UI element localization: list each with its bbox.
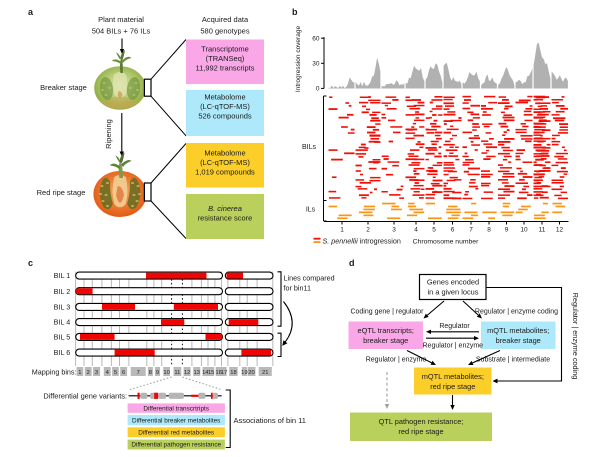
svg-text:B. cinerea: B. cinerea bbox=[208, 204, 242, 213]
svg-text:for bin11: for bin11 bbox=[284, 284, 311, 293]
svg-text:Red ripe stage: Red ripe stage bbox=[37, 188, 86, 197]
svg-text:QTL pathogen resistance;: QTL pathogen resistance; bbox=[379, 417, 464, 426]
svg-text:1: 1 bbox=[340, 227, 344, 234]
svg-text:Differential transcrtripts: Differential transcrtripts bbox=[143, 405, 209, 412]
svg-text:Lines compared: Lines compared bbox=[284, 274, 335, 283]
svg-text:ILs: ILs bbox=[306, 207, 316, 214]
svg-text:Substrate | intermediate: Substrate | intermediate bbox=[476, 357, 550, 364]
svg-text:resistance score: resistance score bbox=[198, 214, 253, 223]
svg-text:5: 5 bbox=[432, 227, 436, 234]
svg-text:Differential pathogen resistan: Differential pathogen resistance bbox=[131, 442, 221, 449]
svg-text:4: 4 bbox=[106, 370, 110, 376]
svg-text:b: b bbox=[292, 7, 298, 17]
svg-text:BIL 1: BIL 1 bbox=[54, 271, 71, 280]
svg-text:S. pennellii introgression: S. pennellii introgression bbox=[323, 237, 401, 246]
svg-text:Transcriptome: Transcriptome bbox=[201, 45, 249, 54]
svg-text:mQTL metabolites;: mQTL metabolites; bbox=[487, 326, 549, 335]
svg-text:Mapping bins:: Mapping bins: bbox=[32, 367, 77, 376]
svg-text:(LC-qTOF-MS): (LC-qTOF-MS) bbox=[200, 102, 250, 111]
svg-text:8: 8 bbox=[487, 227, 491, 234]
svg-text:in a given locus: in a given locus bbox=[428, 288, 479, 297]
svg-text:Regulator | enzyme coding: Regulator | enzyme coding bbox=[475, 309, 558, 316]
svg-text:7: 7 bbox=[469, 227, 473, 234]
svg-text:BILs: BILs bbox=[302, 144, 317, 151]
svg-text:6: 6 bbox=[122, 370, 125, 376]
svg-text:15: 15 bbox=[208, 370, 214, 376]
svg-text:10: 10 bbox=[163, 370, 169, 376]
svg-text:12: 12 bbox=[184, 370, 190, 376]
svg-text:Coding gene | regulator: Coding gene | regulator bbox=[350, 309, 424, 316]
svg-text:Regulator | enzyme coding: Regulator | enzyme coding bbox=[571, 293, 580, 380]
svg-text:0: 0 bbox=[316, 86, 320, 93]
svg-text:BIL 4: BIL 4 bbox=[54, 318, 71, 327]
svg-text:Differential red metabolites: Differential red metabolites bbox=[138, 429, 214, 436]
svg-text:504 BILs + 76 ILs: 504 BILs + 76 ILs bbox=[92, 27, 151, 36]
svg-text:21: 21 bbox=[262, 370, 268, 376]
svg-text:11,992 transcripts: 11,992 transcripts bbox=[195, 64, 254, 73]
svg-text:(LC-qTOF-MS): (LC-qTOF-MS) bbox=[200, 158, 250, 167]
svg-text:Introgression coverage: Introgression coverage bbox=[295, 26, 302, 93]
svg-text:Associations of bin 11: Associations of bin 11 bbox=[234, 416, 306, 425]
svg-text:9: 9 bbox=[156, 370, 159, 376]
svg-text:Acquired data: Acquired data bbox=[202, 15, 249, 24]
svg-text:4: 4 bbox=[414, 227, 418, 234]
svg-text:(TRANSeq): (TRANSeq) bbox=[206, 54, 245, 63]
svg-text:Regulator | enzyme: Regulator | enzyme bbox=[423, 343, 484, 350]
svg-text:breaker stage: breaker stage bbox=[363, 336, 408, 345]
svg-text:7: 7 bbox=[137, 370, 140, 376]
svg-text:BIL 5: BIL 5 bbox=[54, 333, 71, 342]
svg-text:60: 60 bbox=[312, 36, 320, 43]
svg-text:a: a bbox=[28, 7, 34, 17]
svg-text:breaker stage: breaker stage bbox=[496, 336, 541, 345]
svg-text:2: 2 bbox=[366, 227, 370, 234]
svg-text:3: 3 bbox=[95, 370, 98, 376]
svg-text:6: 6 bbox=[451, 227, 455, 234]
svg-text:2: 2 bbox=[87, 370, 90, 376]
svg-text:10: 10 bbox=[520, 227, 528, 234]
svg-text:9: 9 bbox=[505, 227, 509, 234]
svg-text:Genes encoded: Genes encoded bbox=[427, 278, 479, 287]
svg-text:16: 16 bbox=[215, 370, 221, 376]
svg-text:18: 18 bbox=[230, 370, 236, 376]
svg-text:526 compounds: 526 compounds bbox=[198, 112, 252, 121]
svg-text:eQTL transcripts;: eQTL transcripts; bbox=[357, 326, 413, 335]
svg-text:17: 17 bbox=[221, 370, 227, 376]
svg-text:1,019 compounds: 1,019 compounds bbox=[195, 168, 255, 177]
svg-text:Metabolome: Metabolome bbox=[204, 149, 245, 158]
svg-text:Metabolome: Metabolome bbox=[204, 93, 245, 102]
svg-text:d: d bbox=[349, 258, 355, 268]
svg-text:BIL 2: BIL 2 bbox=[54, 287, 71, 296]
svg-text:20: 20 bbox=[248, 370, 254, 376]
svg-text:red ripe stage: red ripe stage bbox=[430, 382, 475, 391]
svg-text:12: 12 bbox=[556, 227, 564, 234]
svg-text:3: 3 bbox=[392, 227, 396, 234]
svg-text:13: 13 bbox=[194, 370, 200, 376]
svg-text:BIL 6: BIL 6 bbox=[54, 348, 71, 357]
svg-text:580 genotypes: 580 genotypes bbox=[200, 27, 249, 36]
svg-text:14: 14 bbox=[202, 370, 209, 376]
svg-text:30: 30 bbox=[312, 61, 320, 68]
svg-text:11: 11 bbox=[174, 370, 180, 376]
svg-text:11: 11 bbox=[539, 227, 546, 234]
svg-text:c: c bbox=[28, 258, 33, 268]
svg-text:Differential breaker metabolit: Differential breaker metabolites bbox=[132, 417, 220, 424]
svg-text:Differential gene variants:: Differential gene variants: bbox=[43, 391, 127, 400]
svg-text:red ripe stage: red ripe stage bbox=[398, 427, 443, 436]
svg-text:19: 19 bbox=[241, 370, 247, 376]
svg-text:Regulator: Regulator bbox=[439, 323, 470, 330]
svg-text:Ripening: Ripening bbox=[104, 119, 113, 149]
svg-text:5: 5 bbox=[114, 370, 117, 376]
svg-text:Regulator | enzyme: Regulator | enzyme bbox=[366, 357, 427, 364]
svg-text:Plant material: Plant material bbox=[98, 15, 144, 24]
svg-text:Breaker stage: Breaker stage bbox=[40, 83, 87, 92]
svg-text:BIL 3: BIL 3 bbox=[54, 303, 71, 312]
svg-text:8: 8 bbox=[149, 370, 152, 376]
svg-text:Chromosome number: Chromosome number bbox=[413, 239, 479, 246]
svg-text:mQTL metabolites;: mQTL metabolites; bbox=[422, 372, 484, 381]
svg-text:1: 1 bbox=[78, 370, 81, 376]
